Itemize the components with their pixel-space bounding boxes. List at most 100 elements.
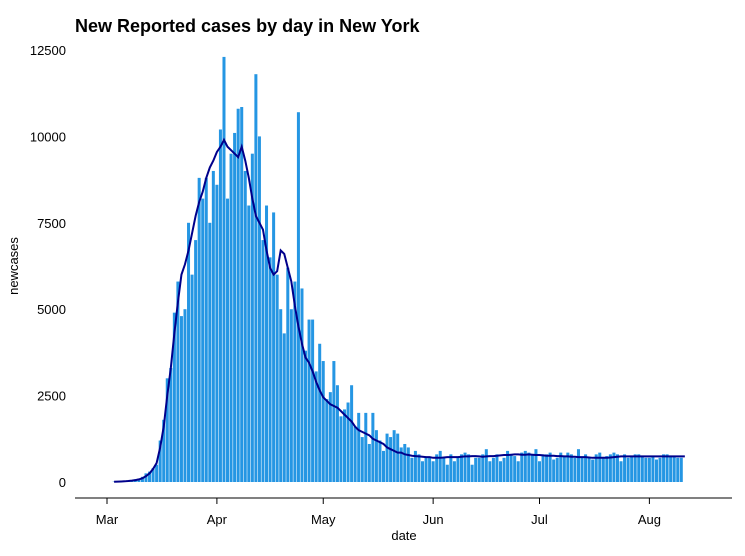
bar (647, 457, 651, 482)
bar (513, 456, 517, 482)
bar (218, 129, 222, 483)
bar (165, 378, 169, 482)
bar (456, 457, 460, 482)
x-tick-label: Jun (423, 512, 444, 527)
bar (328, 392, 332, 482)
bar (410, 457, 414, 482)
bar (463, 452, 467, 482)
bar (491, 457, 495, 482)
bar (204, 177, 208, 482)
bar (275, 274, 279, 482)
bar (321, 361, 325, 482)
bar (307, 319, 311, 482)
y-tick-label: 5000 (37, 302, 66, 317)
bar (325, 399, 329, 482)
bar (637, 454, 641, 482)
x-axis-label: date (391, 528, 416, 543)
bar (300, 288, 304, 482)
bar (286, 267, 290, 482)
bar (151, 468, 155, 482)
y-tick-label: 7500 (37, 216, 66, 231)
bar (240, 107, 244, 483)
bar (477, 457, 481, 482)
bar (421, 461, 425, 482)
bar (148, 471, 152, 482)
bar (530, 454, 534, 482)
bar (293, 281, 297, 482)
bar (289, 309, 293, 482)
bar (155, 464, 159, 482)
bar (140, 476, 144, 482)
bar (672, 456, 676, 482)
bar (318, 343, 322, 482)
bar (215, 184, 219, 482)
bar (222, 56, 226, 482)
bar (169, 367, 173, 482)
bar (265, 205, 269, 482)
bar (314, 371, 318, 482)
bar (467, 454, 471, 482)
bar (162, 419, 166, 482)
bar (371, 412, 375, 482)
bar (576, 449, 580, 482)
bar (442, 457, 446, 482)
bar (498, 461, 502, 482)
bar (506, 450, 510, 482)
bar (332, 361, 336, 482)
bar (343, 409, 347, 482)
bar (495, 454, 499, 482)
bar (516, 461, 520, 482)
bar (651, 456, 655, 482)
y-tick-label: 10000 (30, 129, 66, 144)
bar (367, 443, 371, 482)
bar (378, 440, 382, 482)
bar (509, 454, 513, 482)
bar (257, 136, 261, 482)
bar (527, 452, 531, 482)
bar (424, 457, 428, 482)
bar (261, 240, 265, 482)
bar (644, 457, 648, 482)
bar (233, 132, 237, 482)
bar (520, 452, 524, 482)
bar (364, 412, 368, 482)
bar (676, 457, 680, 482)
bar (296, 112, 300, 483)
moving-average-line (114, 137, 685, 483)
y-tick-label: 0 (59, 475, 66, 490)
x-tick-label: Mar (96, 512, 119, 527)
bar (417, 454, 421, 482)
bar (459, 454, 463, 482)
bar (353, 426, 357, 482)
bar (197, 177, 201, 482)
bar (144, 473, 148, 482)
bar (470, 464, 474, 482)
bar (665, 454, 669, 482)
y-axis: 0 2500 5000 7500 10000 12500 (30, 43, 66, 490)
bar (541, 454, 545, 482)
bar (179, 316, 183, 482)
bar (548, 452, 552, 482)
bar (630, 456, 634, 482)
bar (484, 449, 488, 482)
bar (445, 464, 449, 482)
bar (268, 257, 272, 482)
bar (537, 461, 541, 482)
bar (594, 454, 598, 482)
bar (194, 240, 198, 482)
bar (403, 443, 407, 482)
x-tick-label: Jul (531, 512, 548, 527)
bar (584, 454, 588, 482)
bar (211, 170, 215, 482)
bar (598, 452, 602, 482)
x-tick-label: Aug (638, 512, 661, 527)
bar (502, 457, 506, 482)
bar (236, 108, 240, 482)
bar (282, 333, 286, 482)
bar (626, 457, 630, 482)
bar (346, 402, 350, 482)
bar (389, 437, 393, 482)
bar (360, 437, 364, 482)
bar (187, 222, 191, 483)
